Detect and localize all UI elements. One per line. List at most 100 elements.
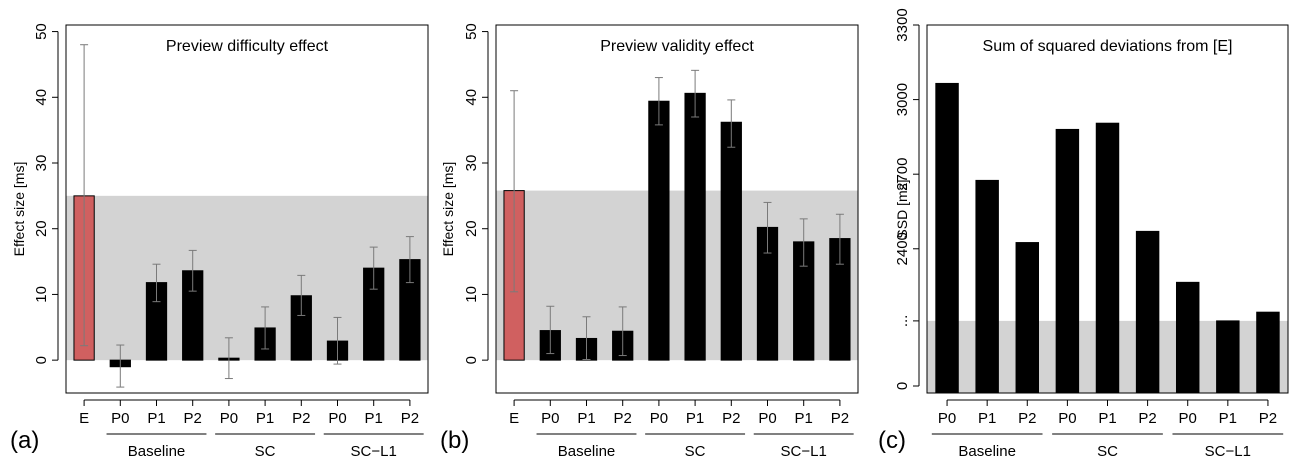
group-label: SC−L1 [1205,443,1251,460]
y-tick-label: 40 [463,89,480,106]
error-bar [727,99,736,148]
y-tick-label: 0 [463,356,480,364]
group-label: Baseline [958,443,1016,460]
bar-p0 [648,100,670,361]
panel-label: (b) [440,427,469,454]
x-tick-label: P1 [577,410,595,427]
x-tick-label: P2 [401,410,419,427]
x-tick-label: P2 [292,410,310,427]
panel-a: Preview difficulty effect 0 10 20 30 40 50 Ef… [10,23,429,460]
x-tick-label: P1 [686,410,704,427]
y-tick-label: 3300 [894,8,911,41]
y-tick-label: 0 [894,382,911,390]
bar-p1 [684,92,706,361]
y-axis: 0 10 20 30 40 50 [463,23,489,364]
y-tick-label: 3000 [894,83,911,116]
group-label: SC−L1 [351,443,397,460]
error-bar [691,69,700,118]
bar-p2 [720,121,742,361]
y-tick-label: 40 [33,89,50,106]
x-tick-label: P1 [795,410,813,427]
y-tick-label: 30 [463,155,480,172]
x-tick-label: P1 [256,410,274,427]
y-tick-label: 30 [33,155,50,172]
y-tick-label: 2400 [894,232,911,265]
chart-title: Sum of squared deviations from [E] [983,38,1233,55]
chart-title: Preview validity effect [600,38,754,55]
x-tick-label: P0 [758,410,776,427]
error-bar [333,316,342,365]
plot-frame [926,24,1289,394]
bar-p0 [935,82,959,394]
y-tick-label: ... [894,315,911,328]
x-tick-label: P0 [1058,410,1076,427]
plot-frame [495,24,859,394]
error-bar [297,274,306,316]
x-tick-label: P2 [722,410,740,427]
x-axis: E P0 P1 P2 P0 P1 P2 P0 P1 P2 Baseline SC SC−L1 [79,399,424,460]
x-axis: E P0 P1 P2 P0 P1 P2 P0 P1 P2 Baseline SC SC−L1 [509,399,854,460]
x-tick-label: P2 [184,410,202,427]
plot-frame [65,24,429,394]
y-tick-label: 20 [463,220,480,237]
error-bar [835,213,844,265]
bar-p2 [1015,242,1040,394]
error-bar [510,90,519,293]
x-tick-label: P2 [1018,410,1036,427]
x-tick-label: P0 [938,410,956,427]
error-bar [369,246,378,290]
y-tick-label: 50 [33,23,50,40]
error-bar [763,201,772,254]
y-axis-label: SSD [ms] [894,179,910,238]
x-tick-label: P2 [614,410,632,427]
x-tick-label: P0 [650,410,668,427]
y-tick-label: 2700 [894,158,911,191]
y-axis: 0... 2400 2700 3000 3300 [894,8,920,390]
error-bar [654,77,663,126]
error-bar [546,305,555,355]
x-tick-label: E [509,410,519,427]
x-tick-label: P1 [978,410,996,427]
x-tick-label: P2 [1259,410,1277,427]
x-tick-label: P1 [147,410,165,427]
y-axis: 0 10 20 30 40 50 [33,23,59,364]
x-tick-label: P1 [365,410,383,427]
y-axis-label: Effect size [ms] [11,162,27,257]
bar-p0 [1175,281,1200,394]
group-label: SC [1097,443,1118,460]
error-bar [152,263,161,303]
group-label: SC−L1 [781,443,827,460]
x-tick-label: P2 [831,410,849,427]
bar-p1 [975,179,999,394]
error-bar [80,44,89,347]
error-bar [224,337,233,380]
x-tick-label: P1 [1098,410,1116,427]
error-bar [188,249,197,292]
chart-title: Preview difficulty effect [166,38,329,55]
error-bar [799,218,808,267]
panel-c: Sum of squared deviations from [E] 0... 2… [878,8,1289,460]
panel-b: Preview validity effect 0 10 20 30 40 50 Effe… [440,23,859,460]
bar-p1 [1216,320,1240,394]
x-tick-label: P1 [1219,410,1237,427]
group-label: Baseline [128,443,186,460]
y-tick-label: 0 [33,356,50,364]
group-label: Baseline [558,443,616,460]
y-tick-label: 10 [33,286,50,303]
x-tick-label: P0 [220,410,238,427]
error-bar [261,306,270,350]
bar-p2 [1256,311,1280,394]
x-tick-label: P0 [541,410,559,427]
x-tick-label: P0 [1179,410,1197,427]
y-tick-label: 50 [463,23,480,40]
y-axis-label: Effect size [ms] [440,162,456,257]
bar-p1 [1095,122,1120,394]
bar-p0 [1055,128,1080,394]
group-label: SC [685,443,706,460]
error-bar [405,236,414,284]
x-tick-label: E [79,410,89,427]
panel-label: (a) [10,427,39,454]
error-bar [582,316,591,360]
y-tick-label: 10 [463,286,480,303]
